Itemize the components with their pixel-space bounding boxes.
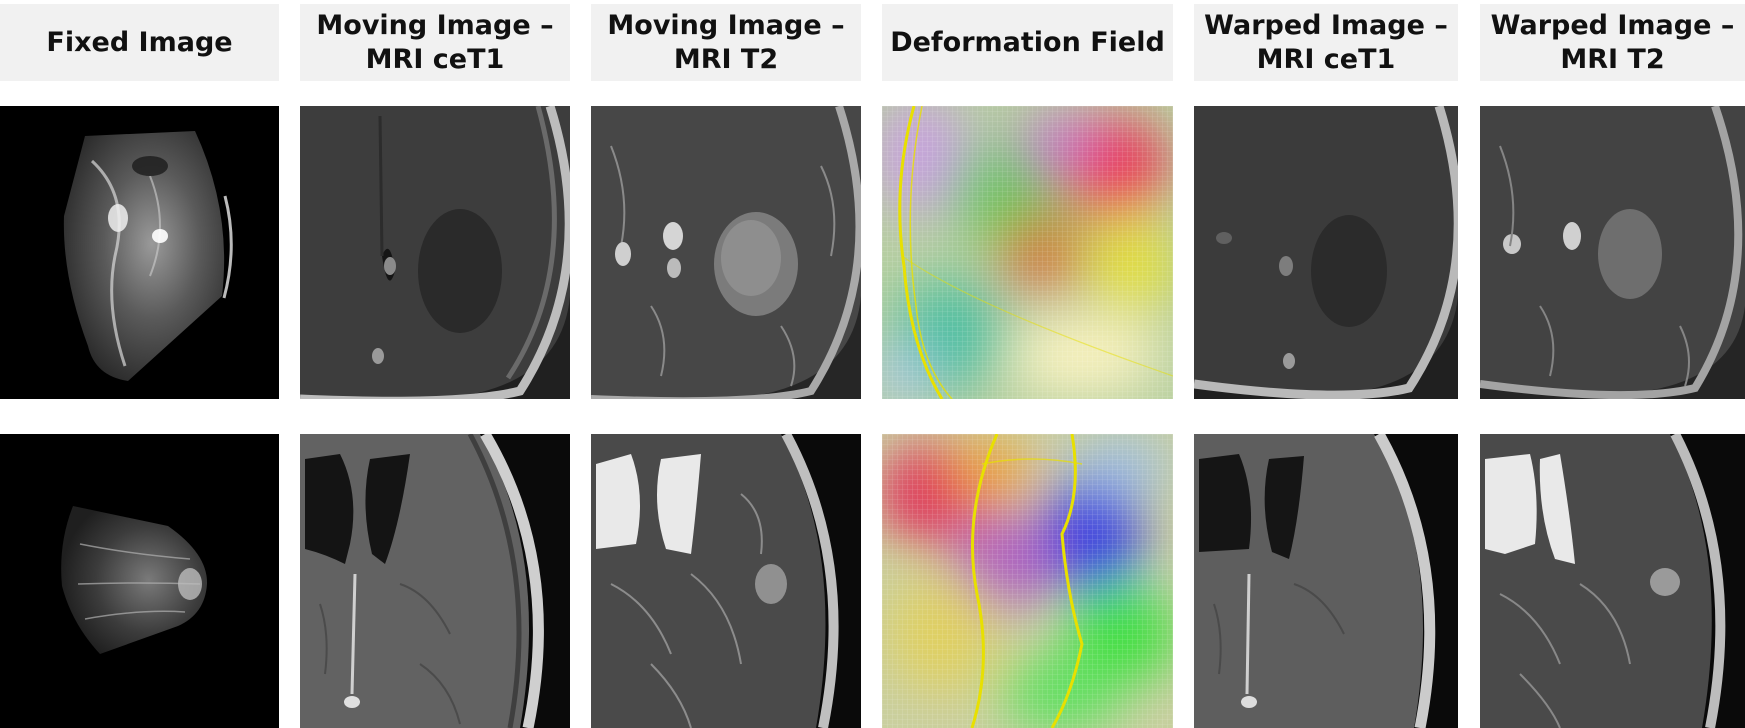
moving-t2-1 [591,106,861,399]
warped-cet1-1 [1194,106,1458,399]
moving-cet1-1 [300,106,570,399]
deformation-field-2 [882,434,1173,728]
moving-t2-2 [591,434,861,728]
warped-t2-1 [1480,106,1745,399]
header-moving-cet1: Moving Image – MRI ceT1 [300,4,570,81]
header-fixed-image: Fixed Image [0,4,279,81]
header-warped-cet1: Warped Image – MRI ceT1 [1194,4,1458,81]
header-deformation-field: Deformation Field [882,4,1173,81]
deformation-field-1 [882,106,1173,399]
header-warped-t2: Warped Image – MRI T2 [1480,4,1745,81]
warped-t2-2 [1480,434,1745,728]
fixed-ultrasound-2 [0,434,279,728]
header-moving-t2: Moving Image – MRI T2 [591,4,861,81]
warped-cet1-2 [1194,434,1458,728]
fixed-ultrasound-1 [0,106,279,399]
moving-cet1-2 [300,434,570,728]
